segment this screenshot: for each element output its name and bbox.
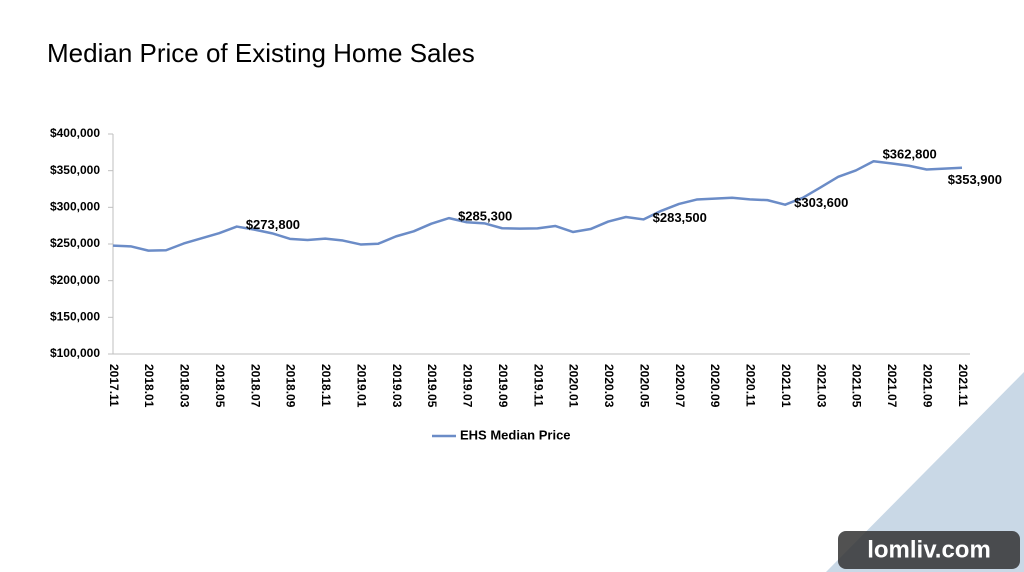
y-tick-label: $150,000	[50, 310, 100, 324]
line-series	[112, 160, 963, 252]
data-label: $362,800	[883, 147, 937, 162]
y-tick-label: $400,000	[50, 126, 100, 140]
x-tick-label: 2020.09	[708, 364, 722, 408]
data-label: $273,800	[246, 217, 300, 232]
y-tick-label: $350,000	[50, 163, 100, 177]
x-tick-label: 2018.01	[142, 364, 156, 408]
x-tick-label: 2019.11	[531, 364, 545, 407]
data-label: $353,900	[948, 172, 1002, 187]
data-label: $285,300	[458, 209, 512, 224]
x-tick-label: 2021.11	[956, 364, 970, 407]
x-tick-label: 2017.11	[107, 364, 121, 407]
watermark: lomliv.com	[867, 536, 991, 563]
x-tick-label: 2019.09	[496, 364, 510, 408]
data-label: $283,500	[653, 210, 707, 225]
y-tick-label: $300,000	[50, 200, 100, 214]
data-label: $303,600	[794, 195, 848, 210]
x-tick-label: 2019.01	[354, 364, 368, 408]
x-tick-label: 2019.05	[425, 364, 439, 408]
x-tick-label: 2019.07	[461, 364, 475, 408]
x-tick-label: 2021.01	[779, 364, 793, 408]
legend-label: EHS Median Price	[460, 427, 571, 442]
y-tick-label: $250,000	[50, 236, 100, 250]
y-tick-label: $100,000	[50, 346, 100, 360]
x-tick-label: 2018.11	[319, 364, 333, 407]
x-tick-label: 2020.03	[602, 364, 616, 408]
x-tick-label: 2018.03	[178, 364, 192, 408]
x-tick-label: 2019.03	[390, 364, 404, 408]
x-tick-label: 2021.03	[814, 364, 828, 408]
x-tick-label: 2021.07	[885, 364, 899, 408]
x-tick-label: 2018.05	[213, 364, 227, 408]
x-tick-label: 2018.09	[284, 364, 298, 408]
x-tick-label: 2020.07	[673, 364, 687, 408]
watermark-box	[838, 531, 1020, 569]
x-tick-label: 2020.11	[744, 364, 758, 407]
x-tick-label: 2021.05	[850, 364, 864, 408]
y-tick-label: $200,000	[50, 273, 100, 287]
x-tick-label: 2020.01	[567, 364, 581, 408]
x-tick-label: 2020.05	[637, 364, 651, 408]
x-tick-label: 2021.09	[920, 364, 934, 408]
decor-triangle	[826, 372, 1024, 572]
x-tick-label: 2018.07	[248, 364, 262, 408]
chart-title: Median Price of Existing Home Sales	[47, 38, 475, 68]
